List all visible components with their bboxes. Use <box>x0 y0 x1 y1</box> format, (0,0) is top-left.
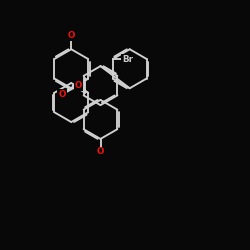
Text: O: O <box>74 81 82 90</box>
Text: O: O <box>58 90 66 99</box>
Text: O: O <box>97 148 104 156</box>
Text: O: O <box>68 31 75 40</box>
Text: Br: Br <box>122 54 133 64</box>
